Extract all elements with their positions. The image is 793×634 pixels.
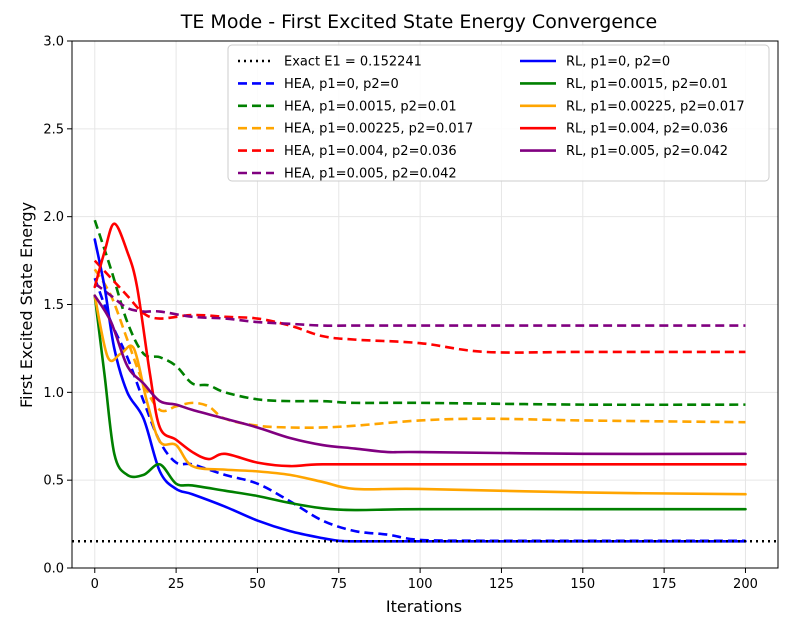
- series-line-hea-p1-0-004-p2-0-036: [93, 259, 746, 354]
- legend-label: HEA, p1=0.005, p2=0.042: [284, 167, 457, 182]
- x-tick-label: 125: [489, 577, 514, 592]
- x-tick-label: 50: [249, 577, 266, 592]
- legend-label: RL, p1=0, p2=0: [566, 55, 670, 70]
- legend-label: HEA, p1=0.0015, p2=0.01: [284, 99, 457, 114]
- x-tick-label: 200: [733, 577, 758, 592]
- legend-label: HEA, p1=0, p2=0: [284, 77, 399, 92]
- x-tick-label: 0: [91, 577, 99, 592]
- series-line-rl-p1-0-005-p2-0-042: [93, 294, 747, 456]
- legend-label: RL, p1=0.005, p2=0.042: [566, 144, 728, 159]
- chart-title: TE Mode - First Excited State Energy Con…: [180, 11, 657, 33]
- y-tick-label: 0.5: [43, 474, 64, 489]
- series-line-hea-p1-0-005-p2-0-042: [93, 282, 746, 328]
- series-line-rl-p1-0-p2-0: [93, 238, 747, 543]
- legend-label: RL, p1=0.0015, p2=0.01: [566, 77, 728, 92]
- legend-label: RL, p1=0.00225, p2=0.017: [566, 99, 745, 114]
- y-tick-label: 2.5: [43, 122, 64, 137]
- legend-label: HEA, p1=0.00225, p2=0.017: [284, 122, 473, 137]
- legend-label: RL, p1=0.004, p2=0.036: [566, 122, 728, 137]
- y-axis-title: First Excited State Energy: [17, 202, 36, 408]
- x-axis-title: Iterations: [386, 597, 462, 616]
- x-tick-label: 100: [408, 577, 433, 592]
- series-lines: [72, 219, 778, 543]
- x-tick-label: 25: [168, 577, 185, 592]
- legend-box: [227, 44, 770, 182]
- x-tick-label: 75: [331, 577, 348, 592]
- series-line-hea-p1-0-p2-0: [93, 277, 746, 543]
- x-tick-label: 175: [652, 577, 677, 592]
- y-tick-label: 1.0: [43, 386, 64, 401]
- legend-label: Exact E1 = 0.152241: [284, 55, 422, 70]
- series-line-rl-p1-0-004-p2-0-036: [93, 222, 747, 468]
- y-tick-label: 2.0: [43, 210, 64, 225]
- legend-label: HEA, p1=0.004, p2=0.036: [284, 144, 457, 159]
- y-tick-label: 3.0: [43, 35, 64, 50]
- series-line-rl-p1-0-0015-p2-0-01: [93, 294, 747, 512]
- series-line-rl-p1-0-00225-p2-0-017: [93, 294, 747, 496]
- series-line-hea-p1-0-0015-p2-0-01: [93, 219, 746, 407]
- legend: Exact E1 = 0.152241 HEA, p1=0, p2=0 HEA, p…: [227, 44, 770, 182]
- axis-ticks: 0 25 50 75 100 125 150 175 200 0.0 0.5 1.0 1.5 2.0 2.5…: [43, 35, 758, 593]
- y-tick-label: 1.5: [43, 298, 64, 313]
- x-tick-label: 150: [570, 577, 595, 592]
- y-tick-label: 0.0: [43, 562, 64, 577]
